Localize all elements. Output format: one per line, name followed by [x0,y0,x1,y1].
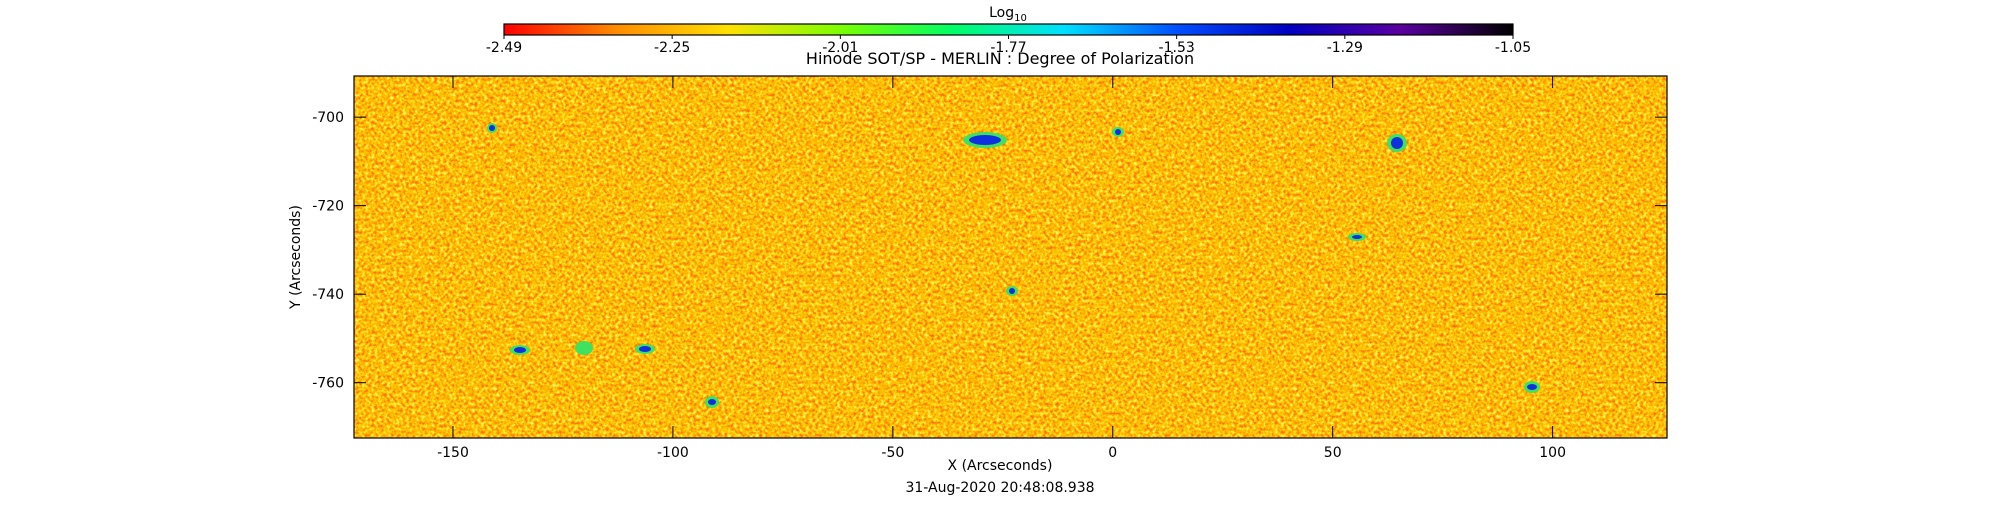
y-tick-label: -740 [312,287,344,303]
feature [639,346,651,352]
colorbar-label-subscript: 10 [1014,13,1027,24]
colorbar-tick-label: -2.25 [654,40,690,56]
feature-halo [575,341,593,355]
y-tick-label: -720 [312,199,344,215]
x-axis-label: X (Arcseconds) [948,458,1053,474]
plot-frame [353,75,1668,439]
footer: 31-Aug-2020 20:48:08.938 [905,480,1094,496]
colorbar-tick-label: -2.49 [486,40,522,56]
feature [1352,235,1362,239]
chart-title: Hinode SOT/SP - MERLIN : Degree of Polar… [806,49,1194,68]
y-axis-label: Y (Arcseconds) [288,205,304,310]
colorbar-tick-label: -1.77 [990,40,1026,56]
feature [1115,129,1121,135]
colorbar-tick-label: -1.05 [1495,40,1531,56]
feature [1391,137,1403,149]
colorbar-tick-label: -1.53 [1159,40,1195,56]
image [354,76,1667,438]
colorbar-title: Log10 [989,5,1027,24]
feature [1527,384,1537,390]
colorbar-tick-label: -2.01 [822,40,858,56]
colorbar-tick-label: -1.29 [1327,40,1363,56]
x-tick-label: -150 [437,445,469,461]
colorbar-label: Log [989,5,1014,21]
feature [1009,288,1015,294]
feature [708,399,716,405]
y-tick-label: -700 [312,110,344,126]
colorbar [504,24,1513,35]
feature [489,125,495,131]
x-tick-label: 100 [1539,445,1566,461]
feature [514,347,526,353]
features [487,123,1540,408]
x-tick-label: -100 [657,445,689,461]
x-tick-label: -50 [881,445,904,461]
feature [969,135,1001,145]
y-tick-label: -760 [312,376,344,392]
image-texture [354,76,1667,438]
x-tick-label: 50 [1324,445,1342,461]
x-tick-label: 0 [1108,445,1117,461]
